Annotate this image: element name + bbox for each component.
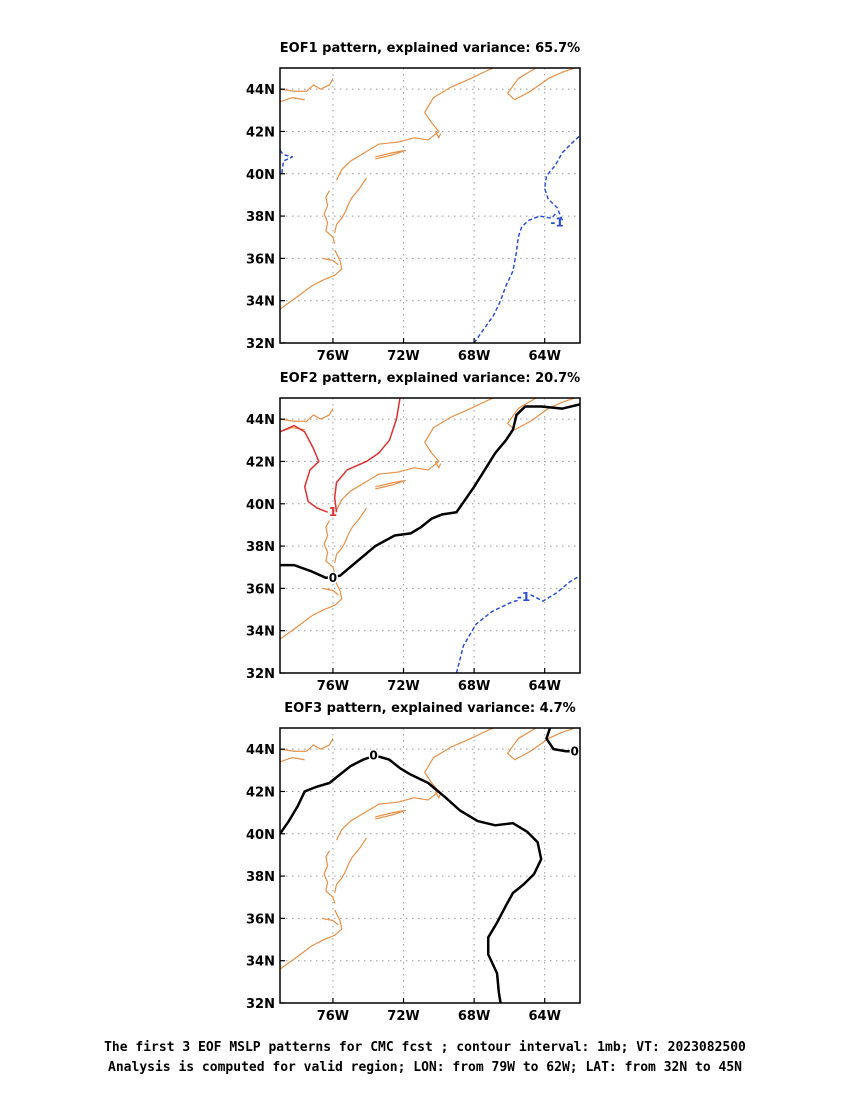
eof3-y-tick-label: 38N xyxy=(246,870,275,885)
eof2-coastline xyxy=(335,398,494,511)
eof3-coastline xyxy=(280,757,305,763)
eof3-x-tick-label: 64W xyxy=(528,1009,560,1024)
eof3-coastline xyxy=(507,728,575,761)
eof3-coastline xyxy=(322,917,339,926)
eof3-contour-label: 0 xyxy=(369,749,377,763)
eof3-coastline xyxy=(375,809,406,820)
eof3-title: EOF3 pattern, explained variance: 4.7% xyxy=(284,701,575,716)
eof3-y-tick-label: 36N xyxy=(246,912,275,927)
eof2-x-tick-label: 76W xyxy=(317,679,349,694)
eof2-y-tick-label: 40N xyxy=(246,498,275,513)
caption-line-1: The first 3 EOF MSLP patterns for CMC fc… xyxy=(104,1040,746,1055)
eof3-y-tick-label: 44N xyxy=(246,743,275,758)
eof2-x-tick-label: 68W xyxy=(458,679,490,694)
eof1-x-tick-label: 72W xyxy=(387,349,419,364)
eof3-frame xyxy=(279,727,581,1004)
eof1-contour-line xyxy=(543,135,580,221)
eof2-y-tick-label: 32N xyxy=(246,667,275,682)
eof3-x-tick-label: 68W xyxy=(458,1009,490,1024)
eof1-y-tick-label: 42N xyxy=(246,125,275,140)
eof1-x-tick-label: 76W xyxy=(317,349,349,364)
eof3-x-tick-label: 76W xyxy=(317,1009,349,1024)
eof1-x-tick-label: 64W xyxy=(528,349,560,364)
eof3-contour-line xyxy=(545,728,580,753)
eof2-contour-label: 1 xyxy=(329,505,337,519)
eof2-coastline xyxy=(434,461,442,469)
eof3-y-tick-label: 42N xyxy=(246,785,275,800)
eof2-contour-line xyxy=(530,575,580,602)
eof2-title: EOF2 pattern, explained variance: 20.7% xyxy=(280,371,580,386)
eof2-contour-line xyxy=(333,398,401,513)
eof1-y-tick-label: 32N xyxy=(246,337,275,352)
eof3-panel: EOF3 pattern, explained variance: 4.7% 0… xyxy=(246,701,581,1024)
eof2-plot-area: 1 0 -1 xyxy=(280,398,580,673)
eof2-contour-label: 0 xyxy=(329,571,337,585)
eof1-coastline xyxy=(334,177,367,234)
eof2-contour-line xyxy=(280,424,328,513)
eof1-y-tick-label: 40N xyxy=(246,168,275,183)
eof3-x-tick-label: 72W xyxy=(387,1009,419,1024)
eof1-frame xyxy=(279,67,581,344)
eof2-panel: EOF2 pattern, explained variance: 20.7% … xyxy=(246,371,581,694)
eof2-coastline xyxy=(322,587,339,596)
eof2-contour-line xyxy=(280,403,580,580)
caption-line-2: Analysis is computed for valid region; L… xyxy=(108,1060,742,1075)
eof1-contour-line xyxy=(473,213,556,343)
eof3-y-tick-label: 40N xyxy=(246,828,275,843)
eof1-y-tick-label: 44N xyxy=(246,83,275,98)
eof1-y-tick-label: 36N xyxy=(246,252,275,267)
eof2-y-tick-label: 36N xyxy=(246,582,275,597)
eof3-y-tick-label: 32N xyxy=(246,997,275,1012)
eof3-coastline xyxy=(434,791,442,799)
eof2-coastline xyxy=(280,579,343,640)
eof1-panel: EOF1 pattern, explained variance: 65.7% … xyxy=(246,41,581,364)
eof1-coastline xyxy=(335,68,494,181)
eof2-y-tick-label: 42N xyxy=(246,455,275,470)
eof2-x-tick-label: 64W xyxy=(528,679,560,694)
eof1-plot-area: -1 xyxy=(280,68,580,343)
eof2-coastline xyxy=(507,398,575,431)
eof1-y-tick-label: 34N xyxy=(246,295,275,310)
eof1-x-tick-label: 68W xyxy=(458,349,490,364)
eof1-coastline xyxy=(322,257,339,266)
eof1-coastline xyxy=(375,149,406,160)
eof2-y-tick-label: 44N xyxy=(246,413,275,428)
eof2-contour-line xyxy=(455,596,528,673)
eof1-coastline xyxy=(507,68,575,101)
eof3-coastline xyxy=(323,850,336,904)
eof1-y-tick-label: 38N xyxy=(246,210,275,225)
eof1-coastline xyxy=(280,97,305,103)
eof1-coastline xyxy=(280,249,343,310)
eof1-coastline xyxy=(434,131,442,139)
eof2-contour-label: -1 xyxy=(517,590,530,604)
eof2-coastline xyxy=(323,520,336,574)
eof3-contour-line xyxy=(280,754,543,1003)
eof2-y-tick-label: 38N xyxy=(246,540,275,555)
eof1-contour-line xyxy=(280,150,294,174)
eof2-x-tick-label: 72W xyxy=(387,679,419,694)
eof2-frame xyxy=(279,397,581,674)
eof2-y-tick-label: 34N xyxy=(246,625,275,640)
eof2-coastline xyxy=(280,408,334,422)
eof1-coastline xyxy=(280,78,334,92)
eof3-y-tick-label: 34N xyxy=(246,955,275,970)
eof3-coastline xyxy=(280,738,334,752)
eof3-coastline xyxy=(334,837,367,894)
eof3-coastline xyxy=(335,728,494,841)
eof1-title: EOF1 pattern, explained variance: 65.7% xyxy=(280,41,580,56)
eof2-coastline xyxy=(334,507,367,564)
eof1-coastline xyxy=(323,190,336,244)
eof3-contour-label: 0 xyxy=(571,744,579,758)
eof3-coastline xyxy=(280,909,343,970)
eof2-coastline xyxy=(375,479,406,490)
